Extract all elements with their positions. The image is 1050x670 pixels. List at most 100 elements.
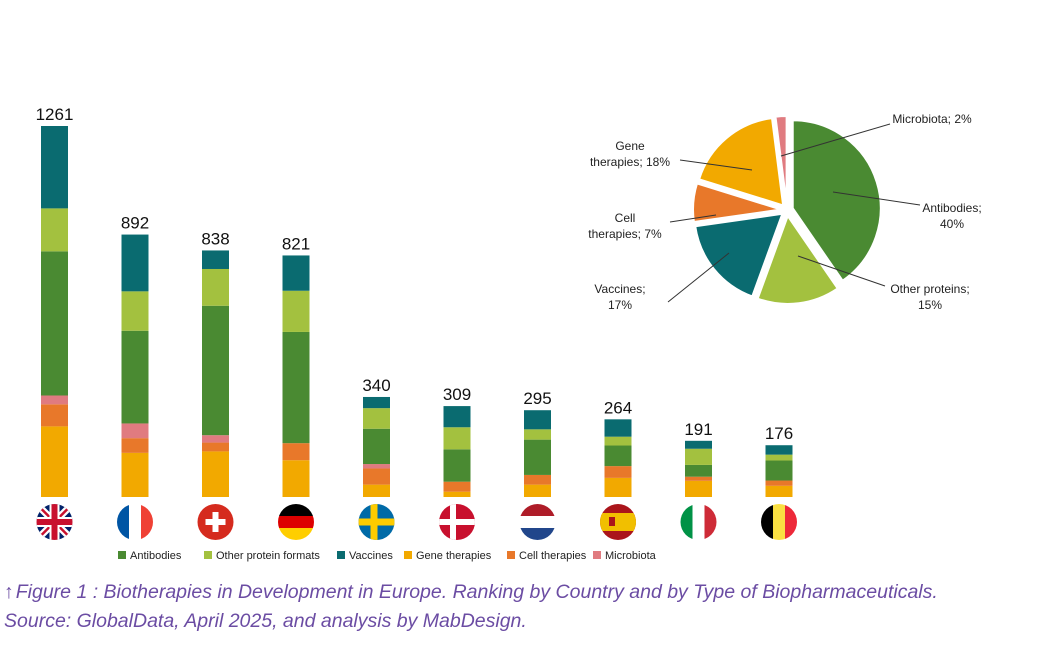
bar-segment-gene-therapies [524, 484, 551, 497]
bar-segment-gene-therapies [765, 485, 793, 497]
bar-italy [685, 440, 712, 497]
bar-segment-vaccines [604, 419, 632, 437]
bar-segment-antibodies [604, 445, 632, 467]
bar-total-label: 892 [121, 214, 149, 233]
legend-label: Microbiota [605, 550, 657, 562]
netherlands-flag-icon [519, 504, 556, 540]
pie-slice-antibodies [791, 119, 882, 283]
bar-segment-cell-therapies [765, 480, 793, 486]
bar-total-label: 821 [282, 234, 310, 253]
bar-spain [604, 419, 632, 497]
legend-label: Other protein formats [216, 550, 320, 562]
bar-segment-other-protein-formats [41, 208, 68, 252]
bar-segment-vaccines [202, 250, 229, 269]
pie-label-cell-therapies: Cell therapies; 7% [588, 211, 662, 241]
bar-total-label: 309 [443, 385, 471, 404]
caption-line-1: ↑ Figure 1 : Biotherapies in Development … [4, 578, 1044, 607]
pie-label-microbiota: Microbiota; 2% [892, 112, 972, 126]
legend-swatch [507, 551, 515, 559]
bar-sweden [363, 396, 390, 497]
legend-swatch [404, 551, 412, 559]
bar-segment-gene-therapies [202, 451, 229, 497]
pie-chart: Antibodies; 40% Other proteins; 15% Vaccines… [588, 112, 981, 312]
germany-flag-icon [278, 504, 314, 540]
italy-flag-icon [680, 504, 717, 540]
bar-segment-gene-therapies [685, 480, 712, 497]
bar-segment-vaccines [282, 255, 310, 291]
bar-segment-cell-therapies [41, 404, 68, 427]
legend-swatch [337, 551, 345, 559]
bar-segment-cell-therapies [363, 468, 390, 485]
bar-segment-cell-therapies [685, 476, 712, 481]
bar-segment-vaccines [524, 410, 551, 430]
bar-segment-vaccines [685, 440, 712, 449]
bar-segment-vaccines [363, 396, 390, 409]
pie-slice-microbiota [774, 115, 788, 205]
bar-segment-microbiota [363, 464, 390, 469]
bar-segment-cell-therapies [604, 466, 632, 478]
bar-segment-vaccines [443, 406, 471, 428]
bar-segment-antibodies [685, 464, 712, 477]
legend-label: Antibodies [130, 550, 182, 562]
bar-segment-vaccines [765, 445, 793, 455]
chart-legend: Antibodies Other protein formats Vaccines G… [118, 550, 657, 562]
bar-segment-other-protein-formats [363, 408, 390, 429]
caption-title: Figure 1 : Biotherapies in Development i… [15, 581, 938, 603]
bar-total-label: 340 [362, 376, 390, 395]
bar-germany [282, 255, 310, 497]
bar-segment-microbiota [121, 423, 149, 439]
bar-segment-cell-therapies [202, 442, 229, 452]
pie-leader-line [832, 191, 921, 206]
bar-segment-other-protein-formats [443, 427, 471, 450]
pie-leader-line [780, 123, 891, 157]
bar-segment-antibodies [282, 331, 310, 444]
up-arrow-icon: ↑ [4, 581, 14, 603]
bar-segment-gene-therapies [41, 426, 68, 497]
switzerland-flag-icon [197, 504, 234, 540]
caption-line-2: Source: GlobalData, April 2025, and anal… [4, 610, 527, 632]
bar-segment-gene-therapies [363, 484, 390, 497]
belgium-flag-icon [761, 504, 797, 540]
pie-label-other-proteins: Other proteins; 15% [890, 282, 969, 312]
legend-swatch [204, 551, 212, 559]
legend-item-gene-therapies: Gene therapies [404, 550, 492, 562]
bar-segment-antibodies [765, 460, 793, 481]
bar-segment-cell-therapies [282, 443, 310, 461]
bar-segment-other-protein-formats [765, 454, 793, 461]
bar-segment-antibodies [524, 439, 551, 475]
pie-leader-line [669, 214, 717, 223]
bar-segment-microbiota [202, 435, 229, 443]
pie-slice-cell-therapies [692, 182, 782, 224]
bar-belgium [765, 445, 793, 497]
bar-segment-other-protein-formats [282, 290, 310, 332]
bar-total-label: 838 [201, 229, 229, 248]
legend-item-other-protein-formats: Other protein formats [204, 550, 320, 562]
figure-caption: ↑ Figure 1 : Biotherapies in Development … [4, 578, 1044, 636]
bar-segment-gene-therapies [282, 460, 310, 497]
bar-total-label: 1261 [36, 105, 74, 124]
bar-segment-other-protein-formats [121, 291, 149, 331]
legend-swatch [593, 551, 601, 559]
bar-segment-microbiota [41, 395, 68, 405]
bar-segment-antibodies [41, 251, 68, 396]
pie-label-antibodies: Antibodies; 40% [922, 201, 981, 231]
legend-item-cell-therapies: Cell therapies [507, 550, 587, 562]
bar-segment-gene-therapies [604, 477, 632, 497]
pie-leader-line [667, 252, 730, 303]
bar-segment-vaccines [41, 126, 68, 209]
pie-slice-vaccines [694, 212, 784, 298]
bar-segment-other-protein-formats [524, 429, 551, 440]
bar-segment-cell-therapies [524, 474, 551, 485]
bar-segment-other-protein-formats [202, 268, 229, 306]
bar-total-label: 295 [523, 389, 551, 408]
legend-item-antibodies: Antibodies [118, 550, 182, 562]
pie-leader-line [679, 159, 753, 171]
bar-segment-antibodies [202, 305, 229, 436]
bar-switzerland [202, 250, 229, 497]
legend-item-microbiota: Microbiota [593, 550, 657, 562]
bar-segment-cell-therapies [121, 438, 149, 453]
denmark-flag-icon [439, 504, 475, 540]
bar-total-label: 264 [604, 398, 632, 417]
pie-slice-other-proteins [756, 213, 840, 305]
bar-total-label: 176 [765, 424, 793, 443]
